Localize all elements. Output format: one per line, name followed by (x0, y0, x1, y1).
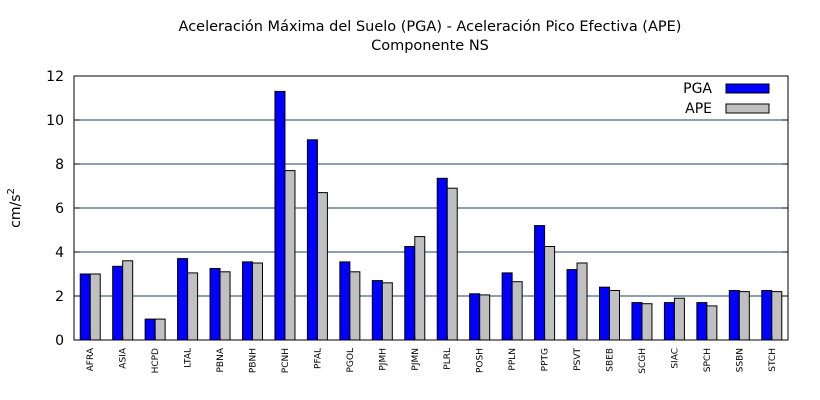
x-category-label: SPCH (703, 348, 713, 372)
bar-ape-pcnh (284, 170, 296, 341)
bar-pga-posh (469, 293, 481, 341)
y-tick-label: 4 (55, 245, 64, 261)
x-category-label: STCH (768, 348, 778, 372)
bar-ape-plrl (446, 187, 458, 341)
bar-pga-plrl (436, 177, 448, 341)
bar-ape-pjmn (414, 236, 426, 341)
x-category-label: PBNH (249, 348, 259, 373)
bar-ape-pfal (316, 192, 328, 341)
bar-pga-pgol (339, 261, 351, 341)
x-category-label: POSH (476, 348, 486, 373)
bar-ape-ssbn (738, 291, 750, 341)
legend-swatch-pga (725, 83, 770, 94)
bar-ape-pbna (219, 271, 231, 341)
bar-pga-ltal (177, 258, 189, 341)
bar-ape-hcpd (154, 318, 166, 341)
bar-pga-psvt (566, 269, 578, 341)
x-axis-categories: AFRA ASIA HCPD LTAL PBNA PBNH PCNH PFAL PGOL PJMH… (86, 335, 778, 374)
bar-ape-afra (89, 273, 101, 341)
x-category-label: PPLN (508, 348, 518, 371)
x-category-label: PSVT (573, 348, 583, 371)
x-category-label: PPTG (541, 348, 551, 371)
x-category-label: ASIA (119, 347, 129, 369)
bar-pga-spch (696, 302, 708, 341)
bar-pga-pjmh (371, 280, 383, 341)
x-category-label: PCNH (281, 348, 291, 373)
x-category-label: PLRL (443, 348, 453, 370)
y-tick-label: 6 (55, 201, 64, 217)
bar-pga-pptg (534, 225, 546, 341)
bar-ape-psvt (576, 262, 588, 341)
x-category-label: PBNA (216, 347, 226, 372)
bar-ape-stch (771, 291, 783, 341)
x-category-label: PFAL (313, 348, 323, 369)
bar-ape-spch (706, 305, 718, 341)
legend: PGA APE (683, 81, 770, 117)
y-tick-label: 2 (55, 289, 64, 305)
bar-ape-ltal (187, 272, 199, 341)
bar-pga-asia (112, 265, 124, 341)
bar-pga-pjmn (404, 246, 416, 341)
x-category-label: SSBN (735, 348, 745, 372)
legend-swatch-ape (725, 103, 770, 114)
y-axis-ticks: 0 2 4 6 8 10 12 (46, 69, 788, 349)
bar-ape-siac (673, 297, 685, 341)
x-category-label: SBEB (606, 348, 616, 372)
x-category-label: HCPD (151, 348, 161, 373)
bar-pga-pcnh (274, 90, 286, 341)
bar-ape-asia (122, 260, 134, 341)
bar-ape-sbeb (609, 290, 620, 341)
y-tick-label: 12 (46, 69, 64, 85)
bar-pga-ppln (501, 272, 513, 341)
legend-label-ape: APE (685, 101, 712, 117)
x-category-label: PJMN (411, 348, 421, 371)
bar-ape-pptg (544, 246, 556, 341)
bar-pga-pbna (209, 268, 221, 341)
chart-title: Aceleración Máxima del Suelo (PGA) - Ace… (179, 19, 682, 35)
bar-pga-pbnh (242, 261, 253, 341)
bar-pga-afra (79, 273, 91, 341)
legend-label-pga: PGA (683, 81, 712, 97)
bar-pga-sbeb (599, 286, 610, 341)
bar-pga-scgh (631, 302, 643, 341)
bar-pga-ssbn (728, 290, 740, 341)
x-category-label: LTAL (184, 348, 194, 368)
bars (79, 90, 783, 341)
x-category-label: PGOL (346, 348, 356, 373)
gridlines (74, 119, 788, 297)
y-axis-label-exponent: 2 (6, 188, 17, 194)
y-tick-label: 10 (46, 113, 64, 129)
bar-pga-pfal (306, 139, 318, 341)
y-tick-label: 0 (55, 333, 64, 349)
y-axis-label: cm/s2 (6, 188, 24, 228)
bar-ape-pbnh (252, 262, 263, 341)
bar-pga-stch (761, 290, 773, 341)
x-category-label: AFRA (86, 347, 96, 371)
chart-subtitle: Componente NS (371, 38, 489, 54)
y-tick-label: 8 (55, 157, 64, 173)
bar-ape-pjmh (381, 282, 393, 341)
bar-pga-siac (663, 302, 675, 341)
x-category-label: SCGH (638, 348, 648, 374)
bar-ape-ppln (511, 281, 523, 341)
bar-pga-hcpd (144, 318, 156, 341)
bar-ape-posh (479, 294, 491, 341)
x-category-label: SIAC (670, 348, 680, 369)
y-axis-label-unit: cm/s (8, 195, 24, 228)
x-category-label: PJMH (378, 348, 388, 371)
bar-ape-pgol (349, 271, 361, 341)
bar-ape-scgh (641, 303, 653, 341)
